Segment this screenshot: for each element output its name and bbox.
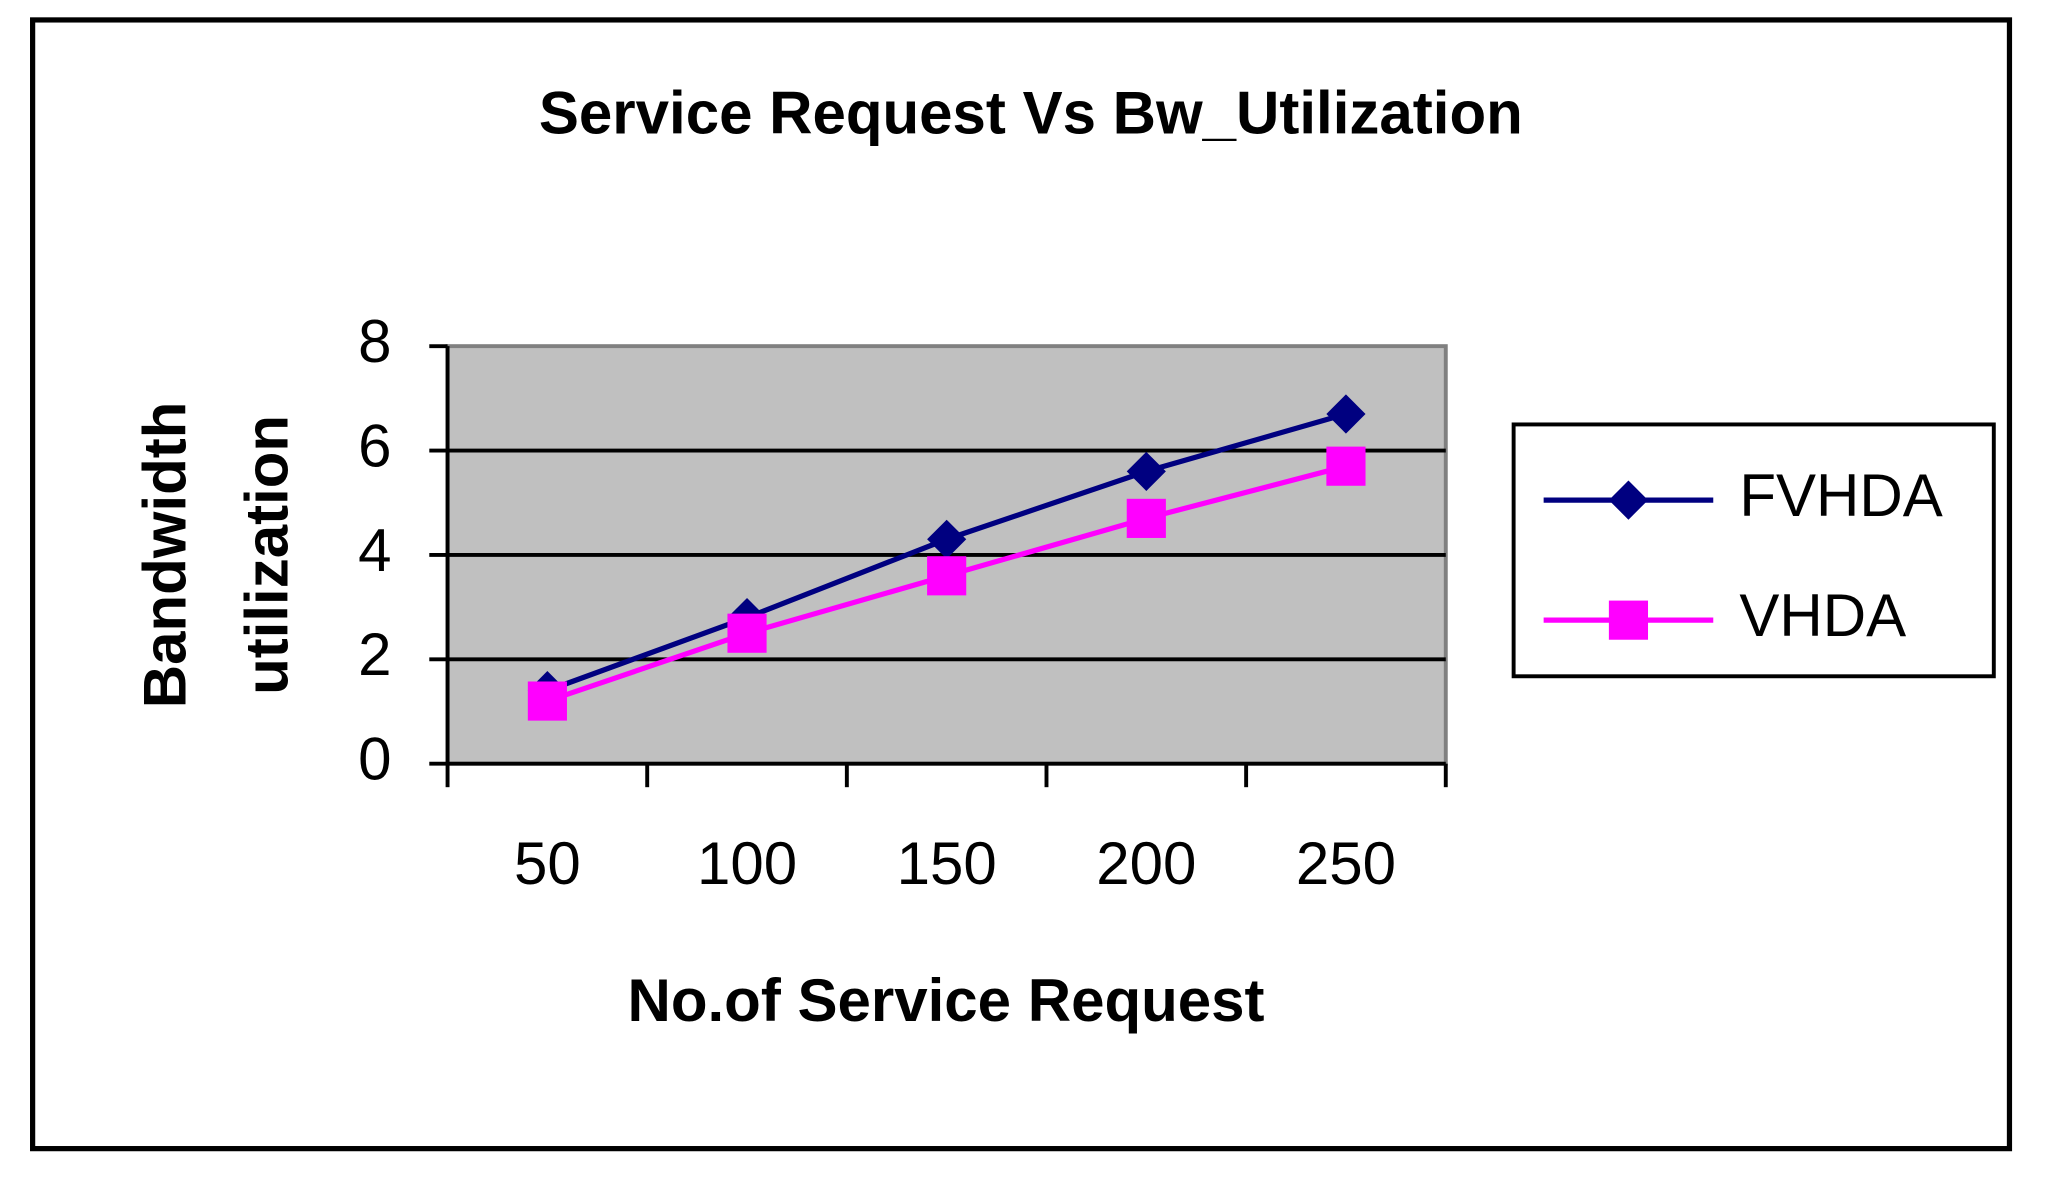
legend <box>1511 422 1996 679</box>
data-point <box>1326 446 1366 486</box>
x-tick-label: 250 <box>1296 830 1396 897</box>
data-point <box>527 681 567 721</box>
legend-marker <box>1608 600 1649 640</box>
legend-label: FVHDA <box>1739 462 1942 529</box>
data-point <box>1126 498 1166 538</box>
x-tick-label: 100 <box>697 830 797 897</box>
legend-marker <box>1608 480 1649 520</box>
y-tick-label: 0 <box>358 726 391 793</box>
y-axis-label: Bandwidth <box>131 402 198 709</box>
x-tick-label: 50 <box>514 830 581 897</box>
x-tick-label: 150 <box>897 830 997 897</box>
data-point <box>727 613 767 653</box>
y-axis-label: utilization <box>233 415 300 695</box>
y-tick-label: 6 <box>358 412 391 479</box>
chart-title: Service Request Vs Bw_Utilization <box>539 80 1523 147</box>
data-point <box>1126 451 1166 491</box>
data-point <box>1326 394 1366 434</box>
legend-label: VHDA <box>1739 582 1906 649</box>
x-axis-label: No.of Service Request <box>627 967 1264 1034</box>
data-point <box>927 556 967 596</box>
y-tick-label: 8 <box>358 308 391 375</box>
y-tick-label: 4 <box>358 517 391 584</box>
data-point <box>927 519 967 559</box>
y-tick-label: 2 <box>358 621 391 688</box>
x-tick-label: 200 <box>1096 830 1196 897</box>
